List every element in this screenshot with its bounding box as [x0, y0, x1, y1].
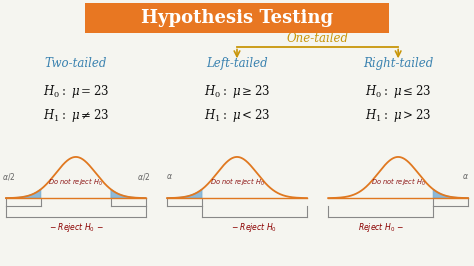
Text: $\alpha/2$: $\alpha/2$: [137, 171, 150, 182]
Text: $H_1\mathrm{:}\ \mu > 23$: $H_1\mathrm{:}\ \mu > 23$: [365, 107, 431, 124]
Polygon shape: [167, 189, 202, 198]
Text: $-$ Reject $H_0$: $-$ Reject $H_0$: [231, 221, 277, 234]
Text: Do not reject $H_0$: Do not reject $H_0$: [210, 177, 264, 188]
Text: Hypothesis Testing: Hypothesis Testing: [141, 9, 333, 27]
Text: Do not reject $H_0$: Do not reject $H_0$: [48, 177, 103, 188]
Text: Two-tailed: Two-tailed: [45, 57, 107, 70]
Text: Right-tailed: Right-tailed: [363, 57, 433, 70]
Text: $H_0\mathrm{:}\ \mu = 23$: $H_0\mathrm{:}\ \mu = 23$: [43, 83, 109, 100]
Text: $H_1\mathrm{:}\ \mu < 23$: $H_1\mathrm{:}\ \mu < 23$: [204, 107, 270, 124]
Text: $-$ Reject $H_0$ $-$: $-$ Reject $H_0$ $-$: [48, 221, 103, 234]
Text: One-tailed: One-tailed: [287, 32, 348, 45]
Text: $\alpha$: $\alpha$: [166, 172, 173, 181]
Text: Reject $H_0$ $-$: Reject $H_0$ $-$: [358, 221, 403, 234]
Polygon shape: [111, 189, 146, 198]
FancyBboxPatch shape: [85, 3, 389, 33]
Polygon shape: [433, 189, 468, 198]
Text: $H_0\mathrm{:}\ \mu \geq 23$: $H_0\mathrm{:}\ \mu \geq 23$: [204, 83, 270, 100]
Text: Do not reject $H_0$: Do not reject $H_0$: [371, 177, 426, 188]
Polygon shape: [6, 189, 41, 198]
Text: $H_0\mathrm{:}\ \mu \leq 23$: $H_0\mathrm{:}\ \mu \leq 23$: [365, 83, 431, 100]
Text: $\alpha$: $\alpha$: [462, 172, 469, 181]
Text: Left-tailed: Left-tailed: [206, 57, 268, 70]
Text: $H_1\mathrm{:}\ \mu \neq 23$: $H_1\mathrm{:}\ \mu \neq 23$: [43, 107, 109, 124]
Text: $\alpha/2$: $\alpha/2$: [1, 171, 15, 182]
